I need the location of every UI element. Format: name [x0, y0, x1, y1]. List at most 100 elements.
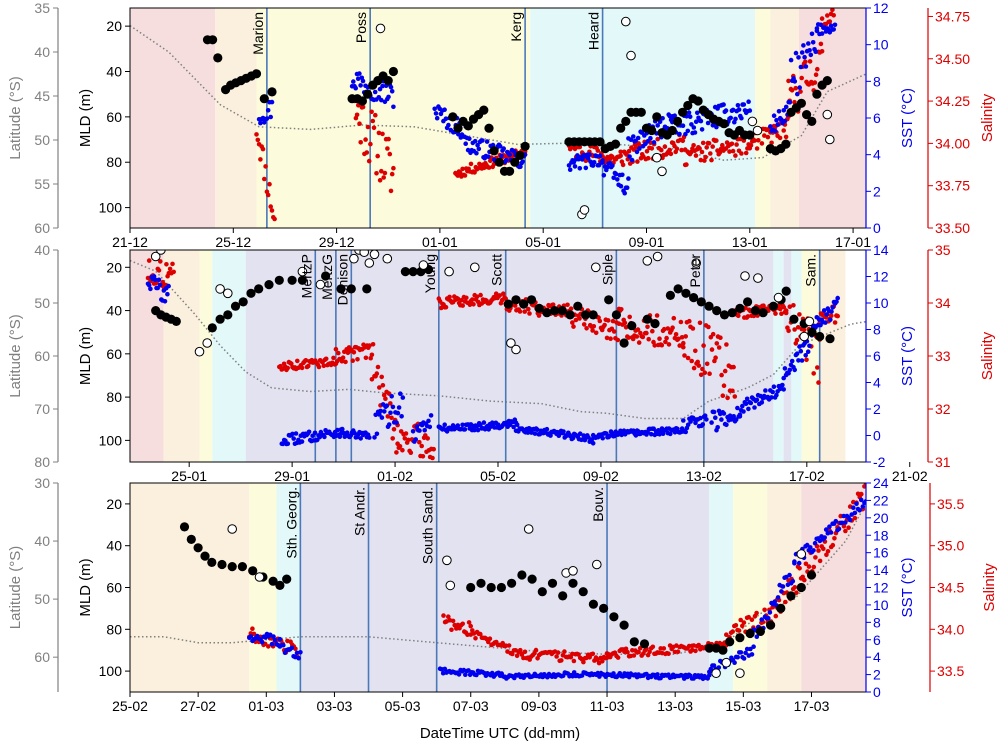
sst-tick-label: 6 [873, 632, 881, 648]
mld-point [667, 125, 677, 136]
station-label: Poss [353, 12, 369, 43]
sst-tick-label: 4 [873, 375, 881, 391]
x-tick-label: 13-01 [732, 234, 768, 250]
salinity-point [373, 112, 378, 118]
sst-point [585, 155, 591, 161]
sst-point [735, 654, 740, 660]
salinity-point [550, 302, 556, 308]
sst-point [456, 132, 461, 137]
mld-point [200, 551, 210, 561]
sst-point [388, 84, 394, 90]
sst-point [738, 650, 744, 655]
sst-point [380, 83, 385, 89]
salinity-tick-label: 34.75 [935, 8, 970, 24]
mld-point [781, 139, 791, 149]
sst-point [852, 510, 858, 516]
station-label: Scott [489, 254, 505, 286]
salinity-point [536, 313, 542, 318]
sst-tick-label: 0 [873, 684, 881, 700]
mld-point [489, 146, 499, 156]
mld-tick-label: 100 [99, 200, 123, 216]
sst-point [570, 435, 576, 441]
mld-hollow-point [652, 251, 663, 262]
x-tick-label: 21-02 [892, 468, 928, 484]
x-tick-label: 25-01 [171, 468, 207, 484]
salinity-point [645, 324, 650, 330]
zone-band [163, 250, 200, 462]
salinity-point [668, 151, 674, 157]
sst-point [352, 430, 357, 436]
salinity-point [752, 138, 757, 143]
salinity-point [268, 204, 274, 209]
salinity-point [631, 653, 637, 658]
salinity-point [635, 159, 640, 164]
salinity-point [521, 655, 526, 661]
salinity-point [604, 335, 610, 341]
sst-point [693, 119, 699, 124]
sst-point [583, 165, 589, 171]
salinity-point [156, 268, 162, 273]
sst-point [372, 89, 378, 95]
sst-point [475, 142, 480, 148]
salinity-point [727, 149, 732, 154]
mld-point [557, 306, 567, 316]
latitude-tick-label: 30 [34, 475, 50, 491]
sst-tick-label: 2 [873, 183, 881, 199]
salinity-point [852, 515, 858, 521]
mld-point [619, 620, 629, 630]
salinity-point [501, 291, 506, 297]
salinity-point [622, 320, 628, 326]
salinity-point [659, 147, 664, 153]
sst-point [628, 137, 634, 142]
sst-point [857, 508, 862, 513]
salinity-point [689, 358, 694, 364]
x-tick-label: 17-02 [789, 468, 825, 484]
sst-point [727, 413, 733, 419]
sst-point [394, 420, 399, 426]
sst-point [749, 652, 755, 657]
sst-point [520, 159, 525, 164]
salinity-point [522, 309, 527, 314]
mld-hollow-point [753, 273, 763, 283]
salinity-point [305, 363, 311, 369]
salinity-point [793, 85, 798, 91]
mld-hollow-point [592, 559, 602, 570]
sst-point [833, 518, 839, 524]
salinity-point [385, 414, 391, 419]
salinity-point [471, 302, 476, 307]
latitude-tick-label: 80 [34, 454, 50, 470]
sst-tick-label: 14 [873, 562, 889, 578]
mld-point [681, 288, 691, 298]
sst-point [775, 595, 781, 600]
salinity-point [470, 297, 475, 302]
salinity-point [164, 262, 169, 267]
sst-point [446, 122, 451, 128]
sst-point [769, 395, 774, 400]
sst-point [497, 144, 503, 149]
mld-point [665, 290, 676, 300]
latitude-axis: 40 50 60 70 80 Latitude (°S) [7, 242, 59, 470]
sst-point [648, 135, 653, 141]
mld-point [639, 639, 650, 649]
salinity-point [397, 444, 403, 449]
sst-point [731, 414, 736, 419]
sst-point [157, 282, 163, 288]
sst-point [787, 572, 792, 578]
salinity-point [285, 365, 291, 371]
sst-point [827, 524, 832, 529]
mld-tick-label: 20 [106, 259, 122, 275]
mld-tick-label: 100 [99, 663, 123, 679]
salinity-tick-label: 34 [935, 295, 951, 311]
mld-point [719, 119, 729, 129]
sst-tick-label: 0 [873, 220, 881, 236]
mld-tick-label: 100 [99, 432, 123, 448]
sst-tick-label: 18 [873, 527, 889, 543]
mld-point [230, 301, 241, 311]
salinity-point [402, 436, 408, 441]
mld-point [750, 306, 760, 316]
sst-point [620, 172, 625, 178]
salinity-point [693, 648, 698, 654]
sst-point [683, 429, 688, 435]
salinity-point [512, 303, 518, 308]
sst-point [597, 674, 602, 679]
